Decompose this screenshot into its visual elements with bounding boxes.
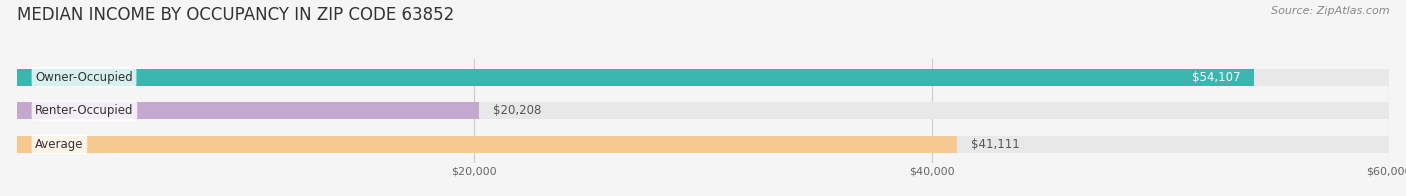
Bar [17,69,1254,86]
Text: Renter-Occupied: Renter-Occupied [35,104,134,117]
Bar [17,69,1389,86]
Text: MEDIAN INCOME BY OCCUPANCY IN ZIP CODE 63852: MEDIAN INCOME BY OCCUPANCY IN ZIP CODE 6… [17,6,454,24]
Text: Owner-Occupied: Owner-Occupied [35,71,134,84]
Text: $20,208: $20,208 [492,104,541,117]
Bar [17,136,957,153]
Text: $41,111: $41,111 [970,138,1019,151]
Text: Average: Average [35,138,84,151]
Bar [17,136,1389,153]
Bar [17,102,479,119]
Text: Source: ZipAtlas.com: Source: ZipAtlas.com [1271,6,1389,16]
Bar [17,102,1389,119]
Text: $54,107: $54,107 [1192,71,1240,84]
